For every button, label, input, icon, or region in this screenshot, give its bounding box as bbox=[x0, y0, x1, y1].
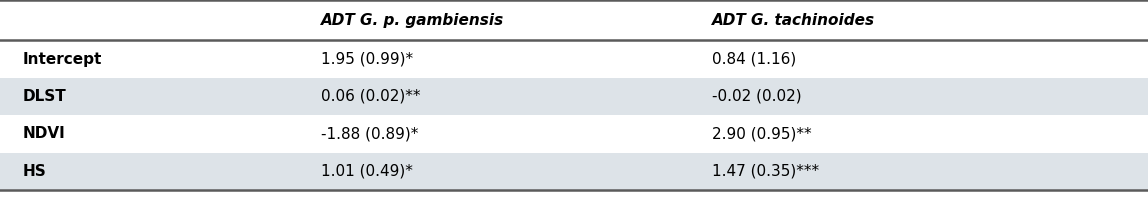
Text: 1.47 (0.35)***: 1.47 (0.35)*** bbox=[712, 164, 819, 179]
Bar bbox=[0, 78, 1148, 115]
Text: 0.84 (1.16): 0.84 (1.16) bbox=[712, 52, 796, 67]
Text: -0.02 (0.02): -0.02 (0.02) bbox=[712, 89, 801, 104]
Bar bbox=[0, 115, 1148, 153]
Bar bbox=[0, 153, 1148, 190]
Text: Intercept: Intercept bbox=[23, 52, 102, 67]
Text: -1.88 (0.89)*: -1.88 (0.89)* bbox=[321, 126, 419, 141]
Text: ADT G. tachinoides: ADT G. tachinoides bbox=[712, 13, 875, 28]
Text: 1.01 (0.49)*: 1.01 (0.49)* bbox=[321, 164, 413, 179]
Bar bbox=[0, 40, 1148, 78]
Text: DLST: DLST bbox=[23, 89, 67, 104]
Text: 1.95 (0.99)*: 1.95 (0.99)* bbox=[321, 52, 413, 67]
Text: 2.90 (0.95)**: 2.90 (0.95)** bbox=[712, 126, 812, 141]
Text: 0.06 (0.02)**: 0.06 (0.02)** bbox=[321, 89, 421, 104]
Text: NDVI: NDVI bbox=[23, 126, 65, 141]
Text: ADT G. p. gambiensis: ADT G. p. gambiensis bbox=[321, 13, 505, 28]
Text: HS: HS bbox=[23, 164, 47, 179]
